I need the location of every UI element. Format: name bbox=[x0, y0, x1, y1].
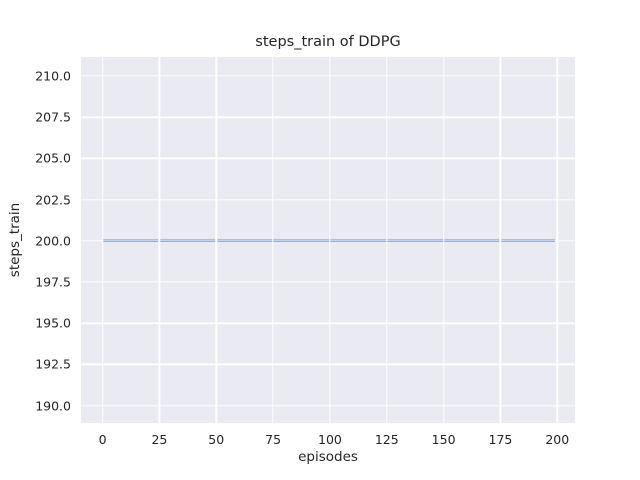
y-tick-label: 207.5 bbox=[35, 109, 71, 125]
y-tick-label: 200.0 bbox=[35, 233, 71, 249]
grid-line-horizontal bbox=[81, 363, 575, 366]
grid-line-vertical bbox=[215, 57, 217, 423]
grid-line-vertical bbox=[556, 57, 558, 423]
chart-title: steps_train of DDPG bbox=[255, 34, 401, 50]
x-tick-label: 50 bbox=[208, 432, 225, 447]
grid-line-horizontal bbox=[81, 116, 575, 118]
grid-line-horizontal bbox=[81, 281, 575, 283]
x-tick-label: 125 bbox=[374, 432, 399, 447]
y-tick-label: 192.5 bbox=[35, 356, 71, 372]
x-tick-label: 200 bbox=[545, 432, 570, 447]
grid-line-vertical bbox=[386, 57, 388, 423]
x-tick-label: 75 bbox=[265, 432, 282, 447]
axes bbox=[81, 57, 575, 423]
grid-line-vertical bbox=[499, 57, 502, 423]
grid-line-vertical bbox=[329, 57, 331, 423]
grid-line-horizontal bbox=[81, 404, 575, 407]
x-tick-label: 150 bbox=[431, 432, 456, 447]
y-tick-label: 205.0 bbox=[35, 150, 71, 166]
y-tick-label: 197.5 bbox=[35, 274, 71, 290]
y-tick-label: 210.0 bbox=[35, 68, 71, 84]
grid-line-vertical bbox=[272, 57, 274, 423]
grid-line-vertical bbox=[158, 57, 161, 423]
y-tick-labels: 190.0 192.5 195.0 197.5 200.0 202.5 205.0 207.5… bbox=[0, 57, 71, 423]
x-tick-labels: 0 25 50 75 100 125 150 175 200 bbox=[81, 432, 575, 448]
x-tick-label: 100 bbox=[317, 432, 342, 447]
grid-line-vertical bbox=[442, 57, 445, 423]
x-tick-label: 25 bbox=[151, 432, 168, 447]
x-axis-label: episodes bbox=[298, 449, 358, 465]
grid-line-horizontal bbox=[81, 157, 575, 160]
y-tick-label: 202.5 bbox=[35, 192, 71, 208]
y-tick-label: 195.0 bbox=[35, 315, 71, 331]
grid-line-horizontal bbox=[81, 198, 575, 201]
x-tick-label: 175 bbox=[488, 432, 513, 447]
grid-line-horizontal bbox=[81, 240, 575, 242]
grid-line-vertical bbox=[101, 57, 104, 423]
grid-line-horizontal bbox=[81, 322, 575, 324]
grid-line-horizontal bbox=[81, 75, 575, 77]
y-tick-label: 190.0 bbox=[35, 398, 71, 414]
x-tick-label: 0 bbox=[98, 432, 107, 447]
